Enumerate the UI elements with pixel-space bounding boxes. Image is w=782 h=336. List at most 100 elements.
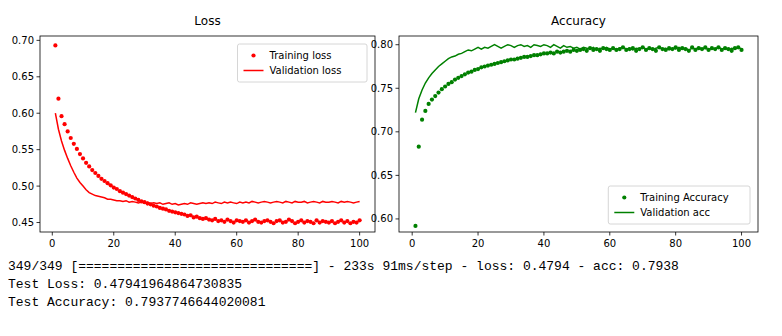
- x-tick: [412, 232, 413, 236]
- y-tick-label: 0.80: [371, 39, 393, 50]
- legend-marker: [622, 195, 626, 199]
- data-point: [440, 87, 444, 91]
- data-point: [93, 171, 97, 175]
- legend-box: [238, 44, 368, 82]
- data-line: [415, 45, 741, 113]
- legend-line: [614, 212, 634, 214]
- legend: Training Accuracy Validation acc: [608, 186, 750, 224]
- x-tick: [478, 232, 479, 236]
- data-line: [55, 113, 359, 205]
- data-point: [420, 118, 424, 122]
- plot-area: [413, 45, 743, 228]
- x-tick-label: 0: [49, 238, 55, 249]
- x-tick-label: 40: [169, 238, 182, 249]
- y-tick: [37, 222, 41, 223]
- x-tick: [298, 232, 299, 236]
- y-tick: [396, 175, 400, 176]
- x-tick-label: 100: [350, 238, 369, 249]
- y-tick: [37, 40, 41, 41]
- x-tick-label: 60: [603, 238, 616, 249]
- chart: Loss 0 20 40 60 80 100 0.45 0.50 0.55 0.60 0.65 0.70…: [12, 14, 375, 249]
- y-tick: [37, 149, 41, 150]
- legend-label: Training loss: [269, 50, 332, 61]
- y-tick: [37, 186, 41, 187]
- data-point: [53, 43, 57, 47]
- data-point: [81, 156, 85, 160]
- axes-frame: [40, 36, 375, 232]
- legend: Training loss Validation loss: [238, 44, 368, 82]
- y-tick-label: 0.65: [12, 71, 34, 82]
- charts: Loss 0 20 40 60 80 100 0.45 0.50 0.55 0.60 0.65 0.70…: [0, 0, 782, 256]
- data-point: [90, 168, 94, 172]
- data-point: [311, 221, 315, 225]
- x-tick: [236, 232, 237, 236]
- y-tick-label: 0.60: [371, 213, 393, 224]
- y-tick-label: 0.70: [12, 35, 34, 46]
- data-point: [430, 97, 434, 101]
- x-tick: [52, 232, 53, 236]
- x-tick: [543, 232, 544, 236]
- y-tick: [396, 44, 400, 45]
- x-tick: [113, 232, 114, 236]
- legend-line: [244, 70, 264, 72]
- console-line: 349/349 [==============================]…: [8, 258, 679, 276]
- x-tick-label: 60: [230, 238, 243, 249]
- chart-title: Accuracy: [551, 14, 606, 28]
- x-tick-label: 40: [538, 238, 551, 249]
- x-tick-label: 80: [669, 238, 682, 249]
- data-point: [443, 84, 447, 88]
- data-point: [75, 147, 79, 151]
- x-tick: [359, 232, 360, 236]
- data-point: [84, 161, 88, 165]
- y-tick: [37, 76, 41, 77]
- data-point: [62, 122, 66, 126]
- data-point: [87, 164, 91, 168]
- data-point: [66, 129, 70, 133]
- x-tick: [675, 232, 676, 236]
- y-tick-label: 0.75: [371, 83, 393, 94]
- x-tick-label: 80: [292, 238, 305, 249]
- axes-frame: [399, 36, 758, 232]
- y-tick: [396, 218, 400, 219]
- data-point: [78, 152, 82, 156]
- data-point: [450, 80, 454, 84]
- y-tick-label: 0.70: [371, 126, 393, 137]
- data-point: [56, 97, 60, 101]
- y-tick-label: 0.45: [12, 217, 34, 228]
- console-output: 349/349 [==============================]…: [8, 258, 679, 312]
- x-tick-label: 100: [732, 238, 751, 249]
- y-tick-label: 0.55: [12, 144, 34, 155]
- data-point: [358, 218, 362, 222]
- y-tick-label: 0.50: [12, 181, 34, 192]
- x-tick-label: 20: [107, 238, 120, 249]
- data-point: [417, 145, 421, 149]
- y-tick: [396, 88, 400, 89]
- legend-label: Validation loss: [270, 65, 342, 76]
- x-tick: [175, 232, 176, 236]
- plot-area: [53, 43, 361, 225]
- data-point: [433, 94, 437, 98]
- x-tick-label: 20: [472, 238, 485, 249]
- data-point: [69, 136, 73, 140]
- legend-marker: [251, 53, 255, 57]
- legend-label: Validation acc: [640, 207, 710, 218]
- legend-label: Training Accuracy: [639, 192, 728, 203]
- legend-box: [608, 186, 750, 224]
- data-point: [427, 102, 431, 106]
- x-tick: [609, 232, 610, 236]
- chart-title: Loss: [194, 14, 220, 28]
- data-point: [59, 114, 63, 118]
- y-tick: [396, 131, 400, 132]
- console-line: Test Accuracy: 0.7937746644020081: [8, 294, 679, 312]
- chart: Accuracy 0 20 40 60 80 100 0.60 0.65 0.70 0.75 0.80…: [371, 14, 758, 249]
- data-point: [413, 224, 417, 228]
- x-tick-label: 0: [409, 238, 415, 249]
- data-point: [72, 142, 76, 146]
- console-line: Test Loss: 0.47941964864730835: [8, 276, 679, 294]
- y-tick: [37, 113, 41, 114]
- data-point: [96, 174, 100, 178]
- y-tick-label: 0.65: [371, 170, 393, 181]
- data-point: [423, 109, 427, 113]
- data-point: [436, 91, 440, 95]
- y-tick-label: 0.60: [12, 108, 34, 119]
